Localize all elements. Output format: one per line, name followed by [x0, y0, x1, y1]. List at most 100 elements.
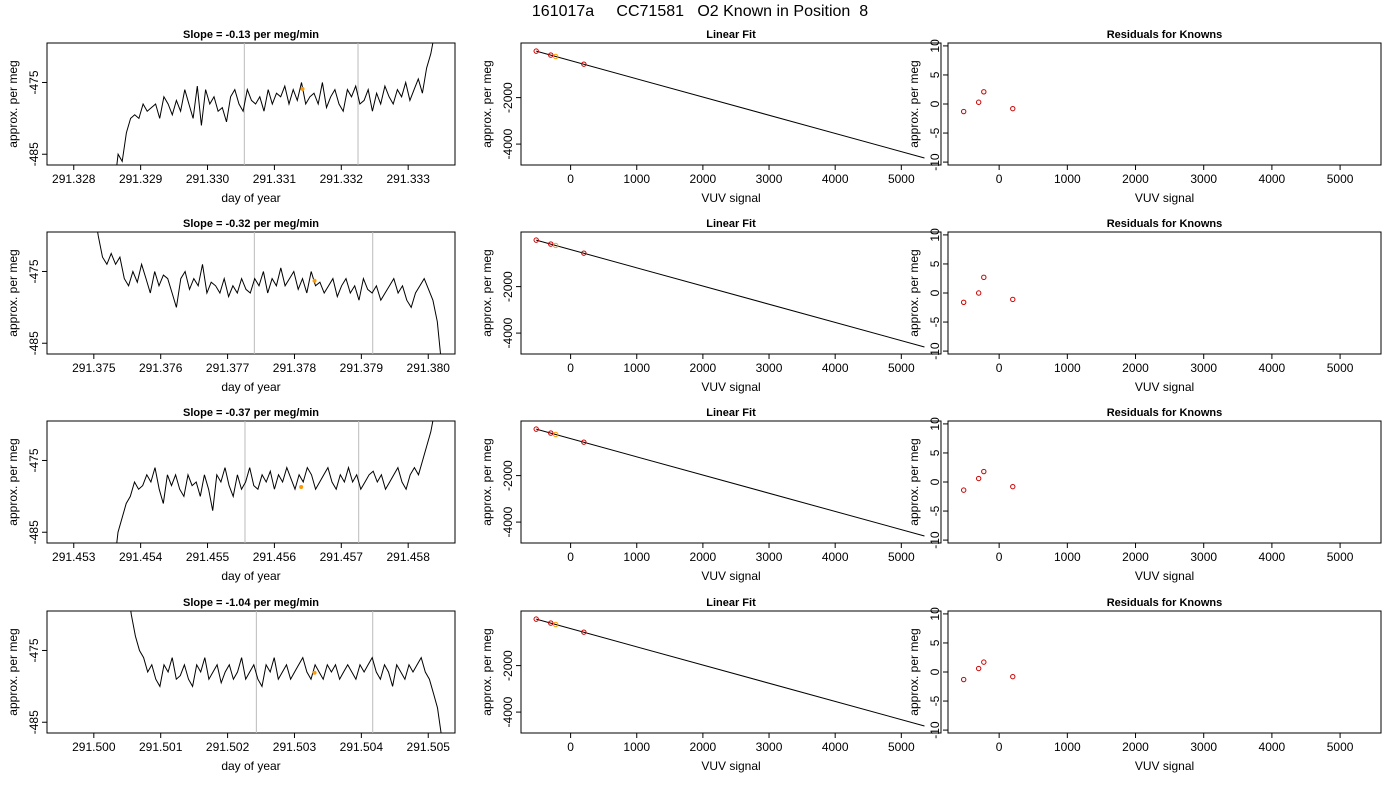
panel-title: Slope = -1.04 per meg/min [183, 597, 319, 609]
x-tick-label: 291.376 [139, 361, 183, 375]
y-tick-label: 0 [928, 668, 942, 675]
x-tick-label: 3000 [1190, 740, 1217, 754]
x-tick-label: 1000 [623, 550, 650, 564]
x-tick-label: 4000 [822, 740, 849, 754]
y-tick-label: -2000 [501, 271, 515, 302]
x-tick-label: 5000 [888, 550, 915, 564]
data-point [1010, 673, 1016, 680]
x-tick-label: 4000 [822, 550, 849, 564]
y-tick-label: 0 [928, 478, 942, 485]
y-tick-label: -4000 [501, 696, 515, 727]
figure-title: 161017a CC71581 O2 Known in Position 8 [531, 3, 869, 20]
x-tick-label: 3000 [756, 550, 783, 564]
signal-trace [116, 421, 434, 543]
plot-area [97, 232, 442, 354]
data-point [548, 430, 554, 436]
y-tick-label: -2000 [501, 650, 515, 681]
data-point [975, 99, 982, 105]
x-tick-label: 5000 [888, 172, 915, 186]
x-tick-label: 291.380 [407, 361, 451, 375]
plot-area [960, 89, 1016, 115]
plot-frame [520, 610, 942, 734]
y-axis-label: approx. per meg [907, 628, 921, 715]
x-tick-label: 4000 [1259, 550, 1286, 564]
x-tick-label: 0 [567, 740, 574, 754]
x-tick-label: 0 [996, 361, 1003, 375]
x-tick-label: 3000 [756, 740, 783, 754]
data-point [981, 659, 987, 665]
data-point [533, 237, 539, 243]
x-axis-label: VUV signal [701, 759, 760, 773]
data-point [553, 242, 559, 249]
panel-1-2: Linear Fit 0 1000 2000 3000 4000 5000 VUV signa… [480, 29, 942, 205]
y-axis-label: approx. per meg [907, 60, 921, 147]
x-tick-label: 5000 [1327, 361, 1354, 375]
x-tick-label: 0 [996, 740, 1003, 754]
x-tick-label: 291.504 [340, 740, 384, 754]
plot-area [533, 48, 925, 159]
panel-title: Residuals for Knowns [1107, 407, 1223, 419]
panel-title: Slope = -0.13 per meg/min [183, 29, 319, 41]
plot-frame [947, 610, 1382, 734]
x-tick-label: 1000 [623, 172, 650, 186]
panel-2-2: Linear Fit 0 1000 2000 3000 4000 5000 VUV signa… [480, 218, 942, 394]
x-tick-label: 291.332 [320, 172, 364, 186]
y-tick-label: -475 [27, 448, 41, 472]
data-point [581, 629, 587, 635]
data-point [1010, 296, 1016, 303]
x-axis-label: day of year [221, 191, 280, 205]
data-point [553, 431, 559, 438]
x-tick-label: 291.456 [253, 550, 297, 564]
fit-line [536, 428, 925, 537]
y-axis-label: approx. per meg [480, 60, 494, 147]
plot-area [116, 421, 434, 543]
x-axis-label: VUV signal [701, 380, 760, 394]
x-tick-label: 5000 [888, 361, 915, 375]
y-tick-label: -5 [928, 505, 942, 516]
panel-2-1: Slope = -0.32 per meg/min 291.375 291.376 2… [6, 218, 456, 394]
y-tick-label: 0 [928, 100, 942, 107]
data-point [960, 487, 967, 493]
x-tick-label: 1000 [623, 361, 650, 375]
y-tick-label: 5 [928, 260, 942, 267]
panel-3-3: Residuals for Knowns 0 1000 2000 3000 4000 500… [907, 407, 1382, 583]
y-tick-label: -475 [27, 70, 41, 94]
x-tick-label: 3000 [1190, 550, 1217, 564]
x-axis-label: VUV signal [1135, 569, 1194, 583]
plot-area [533, 426, 925, 537]
plot-area [960, 468, 1016, 493]
x-axis-label: VUV signal [1135, 191, 1194, 205]
average-marker [300, 86, 305, 91]
x-tick-label: 2000 [1122, 740, 1149, 754]
x-tick-label: 291.329 [119, 172, 163, 186]
plot-area [533, 237, 925, 348]
plot-frame [46, 42, 456, 166]
plot-frame [46, 231, 456, 355]
x-tick-label: 3000 [756, 361, 783, 375]
x-tick-label: 291.501 [139, 740, 183, 754]
fit-line [536, 618, 925, 727]
y-axis-label: approx. per meg [480, 438, 494, 525]
x-tick-label: 4000 [822, 361, 849, 375]
y-tick-label: -10 [928, 153, 942, 171]
panel-title: Slope = -0.32 per meg/min [183, 218, 319, 230]
plot-area [130, 611, 442, 733]
plot-frame [947, 231, 1382, 355]
x-tick-label: 4000 [822, 172, 849, 186]
x-axis-label: day of year [221, 759, 280, 773]
y-tick-label: 10 [928, 39, 942, 53]
data-point [548, 241, 554, 247]
x-tick-label: 291.379 [340, 361, 384, 375]
average-marker [312, 670, 317, 675]
x-tick-label: 0 [567, 172, 574, 186]
x-tick-label: 291.377 [206, 361, 250, 375]
x-axis-label: day of year [221, 380, 280, 394]
panel-1-3: Residuals for Knowns 0 1000 2000 3000 4000 500… [907, 29, 1382, 205]
x-tick-label: 291.503 [273, 740, 317, 754]
data-point [553, 53, 559, 60]
x-tick-label: 291.331 [253, 172, 297, 186]
panel-3-2: Linear Fit 0 1000 2000 3000 4000 5000 VUV signa… [480, 407, 942, 583]
x-axis-label: VUV signal [701, 569, 760, 583]
data-point [1010, 483, 1016, 490]
